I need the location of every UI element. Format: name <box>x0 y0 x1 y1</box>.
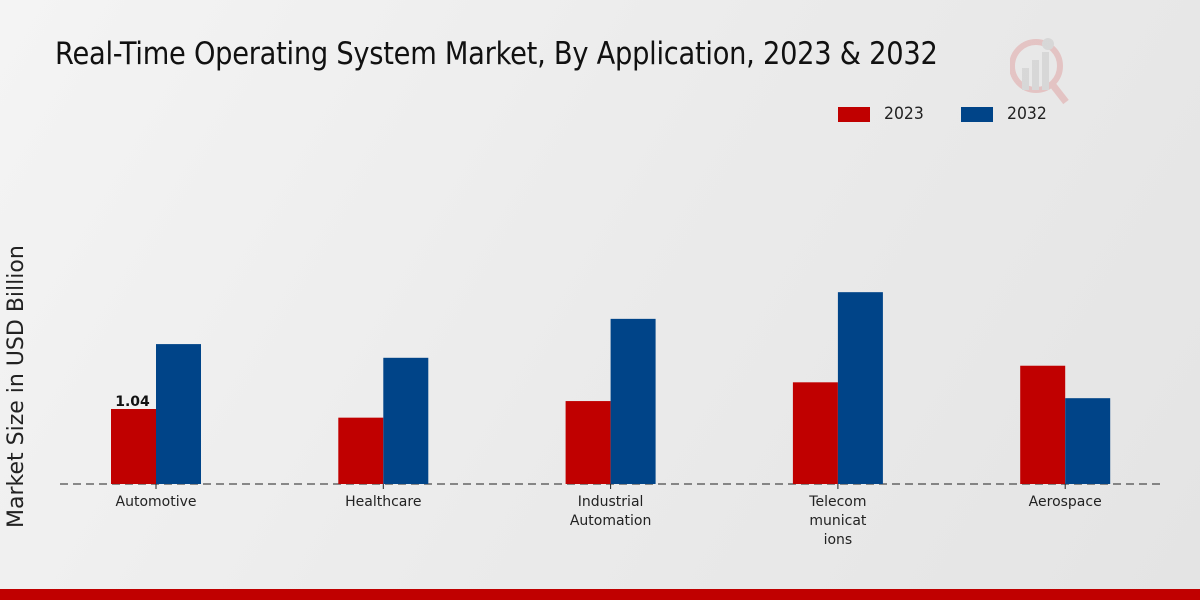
bar-2023-aerospace[interactable] <box>1020 365 1066 484</box>
legend-label: 2023 <box>884 104 924 124</box>
footer-bar <box>0 589 1200 600</box>
bar-2023-telecommunications[interactable] <box>792 382 838 484</box>
chart-title: Real-Time Operating System Market, By Ap… <box>55 36 938 72</box>
legend-item-2032[interactable]: 2032 <box>961 104 1050 124</box>
bar-2032-automotive[interactable] <box>156 344 201 484</box>
logo-watermark-icon <box>1010 38 1069 105</box>
bar-2032-aerospace[interactable] <box>1065 398 1111 484</box>
legend-item-2023[interactable]: 2023 <box>838 104 927 124</box>
bar-2023-automotive[interactable] <box>111 409 156 484</box>
legend-label: 2032 <box>1007 104 1048 124</box>
x-tick-label: Healthcare <box>345 494 421 510</box>
legend-swatch-2023 <box>838 106 870 122</box>
bar-2032-healthcare[interactable] <box>383 357 429 484</box>
x-tick-label: Aerospace <box>1029 494 1102 510</box>
chart-legend: 2023 2032 <box>838 104 1085 124</box>
data-label: 1.04 <box>115 394 150 410</box>
legend-swatch-2032 <box>961 106 994 122</box>
bar-2023-industrial-automation[interactable] <box>565 401 611 484</box>
x-tick-label: Industrial Automation <box>570 494 652 529</box>
bar-2032-telecommunications[interactable] <box>837 292 883 484</box>
x-tick-label: Telecom municat ions <box>808 494 867 548</box>
bar-2032-industrial-automation[interactable] <box>610 318 656 484</box>
bar-2023-healthcare[interactable] <box>338 417 384 484</box>
x-tick-label: Automotive <box>116 494 197 510</box>
